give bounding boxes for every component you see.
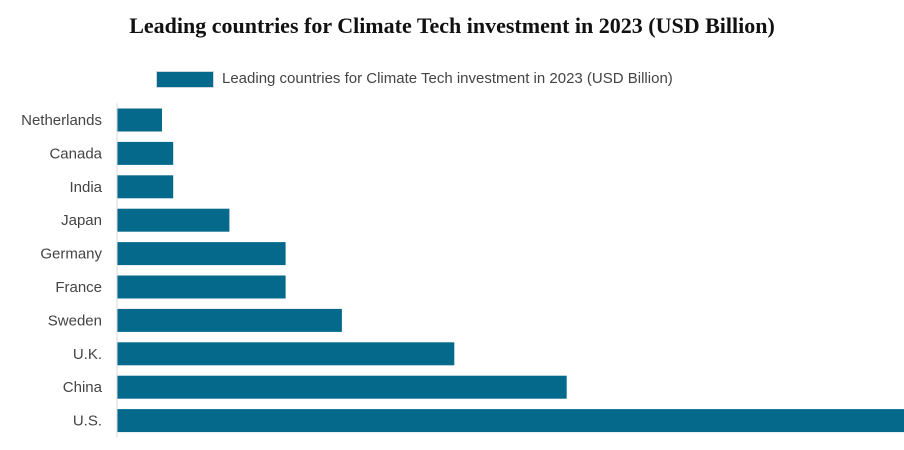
category-label: Sweden bbox=[48, 312, 102, 329]
bars-group bbox=[117, 108, 904, 433]
chart-title: Leading countries for Climate Tech inves… bbox=[129, 13, 775, 38]
bar-u-s bbox=[117, 409, 904, 433]
bar-netherlands bbox=[117, 108, 162, 132]
category-label: U.K. bbox=[73, 346, 102, 363]
bar-u-k bbox=[117, 342, 455, 366]
bar-china bbox=[117, 375, 567, 399]
category-label: U.S. bbox=[73, 413, 102, 430]
category-labels-group: Netherlands Canada India Japan Germany France… bbox=[21, 112, 103, 430]
category-label: Canada bbox=[49, 145, 102, 162]
category-label: Japan bbox=[61, 212, 102, 229]
category-label: India bbox=[69, 179, 102, 196]
category-label: Netherlands bbox=[21, 112, 102, 129]
legend: Leading countries for Climate Tech inves… bbox=[156, 68, 673, 90]
bar-india bbox=[117, 175, 174, 199]
category-label: China bbox=[63, 379, 103, 396]
bar-germany bbox=[117, 242, 286, 266]
category-label: France bbox=[55, 279, 102, 296]
bar-sweden bbox=[117, 308, 342, 332]
legend-label: Leading countries for Climate Tech inves… bbox=[222, 70, 673, 87]
bar-japan bbox=[117, 208, 230, 232]
bar-canada bbox=[117, 141, 174, 165]
bar-france bbox=[117, 275, 286, 299]
category-label: Germany bbox=[40, 246, 102, 263]
legend-swatch bbox=[156, 70, 214, 88]
